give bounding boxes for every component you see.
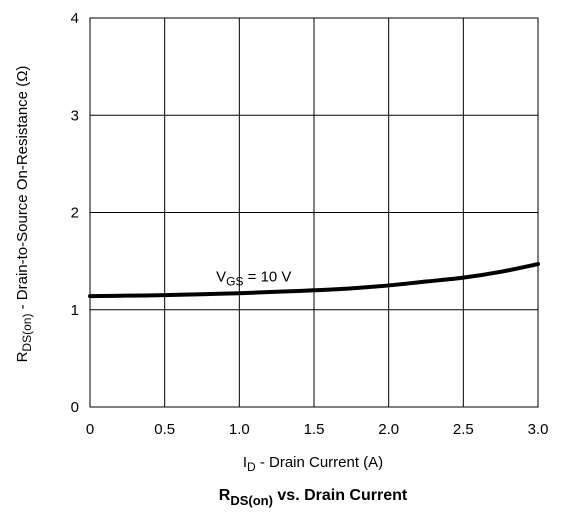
- chart-title: RDS(on) vs. Drain Current: [219, 487, 408, 508]
- x-tick-label: 3.0: [528, 421, 549, 438]
- x-tick-label: 1.5: [304, 421, 325, 438]
- vgs-annotation-main: V: [216, 268, 226, 285]
- y-axis-label-sub: DS(on): [20, 314, 34, 352]
- chart-title-main: R: [219, 487, 231, 504]
- y-tick-labels: 0 1 2 3 4: [71, 10, 79, 416]
- x-tick-label: 2.0: [378, 421, 399, 438]
- x-axis-label: ID - Drain Current (A): [243, 454, 383, 474]
- y-axis-label: RDS(on) - Drain-to-Source On-Resistance …: [14, 66, 34, 363]
- y-tick-label: 3: [71, 107, 79, 124]
- y-tick-label: 1: [71, 302, 79, 319]
- x-tick-label: 1.0: [229, 421, 250, 438]
- y-tick-label: 4: [71, 10, 79, 27]
- vgs-annotation-suffix: = 10 V: [243, 268, 291, 285]
- y-axis-label-main: R: [14, 351, 31, 362]
- x-tick-labels: 0 0.5 1.0 1.5 2.0 2.5 3.0: [86, 421, 549, 438]
- x-tick-label: 0: [86, 421, 94, 438]
- x-axis-label-sub: D: [247, 460, 256, 474]
- y-tick-label: 2: [71, 205, 79, 222]
- x-tick-label: 0.5: [154, 421, 175, 438]
- x-tick-label: 2.5: [453, 421, 474, 438]
- plot-area: 0 0.5 1.0 1.5 2.0 2.5 3.0 0 1 2 3 4: [71, 10, 549, 438]
- y-tick-label: 0: [71, 399, 79, 416]
- vgs-annotation: VGS = 10 V: [216, 268, 291, 288]
- x-axis-label-suffix: - Drain Current (A): [256, 454, 384, 471]
- y-axis-label-suffix: - Drain-to-Source On-Resistance (Ω): [14, 66, 31, 314]
- grid-lines: [89, 17, 539, 408]
- x-axis-label-main: I: [243, 454, 247, 471]
- chart-title-suffix: vs. Drain Current: [273, 487, 408, 504]
- vgs-annotation-sub: GS: [226, 274, 243, 288]
- rdson-curve: [88, 262, 540, 299]
- chart-title-sub: DS(on): [230, 493, 273, 508]
